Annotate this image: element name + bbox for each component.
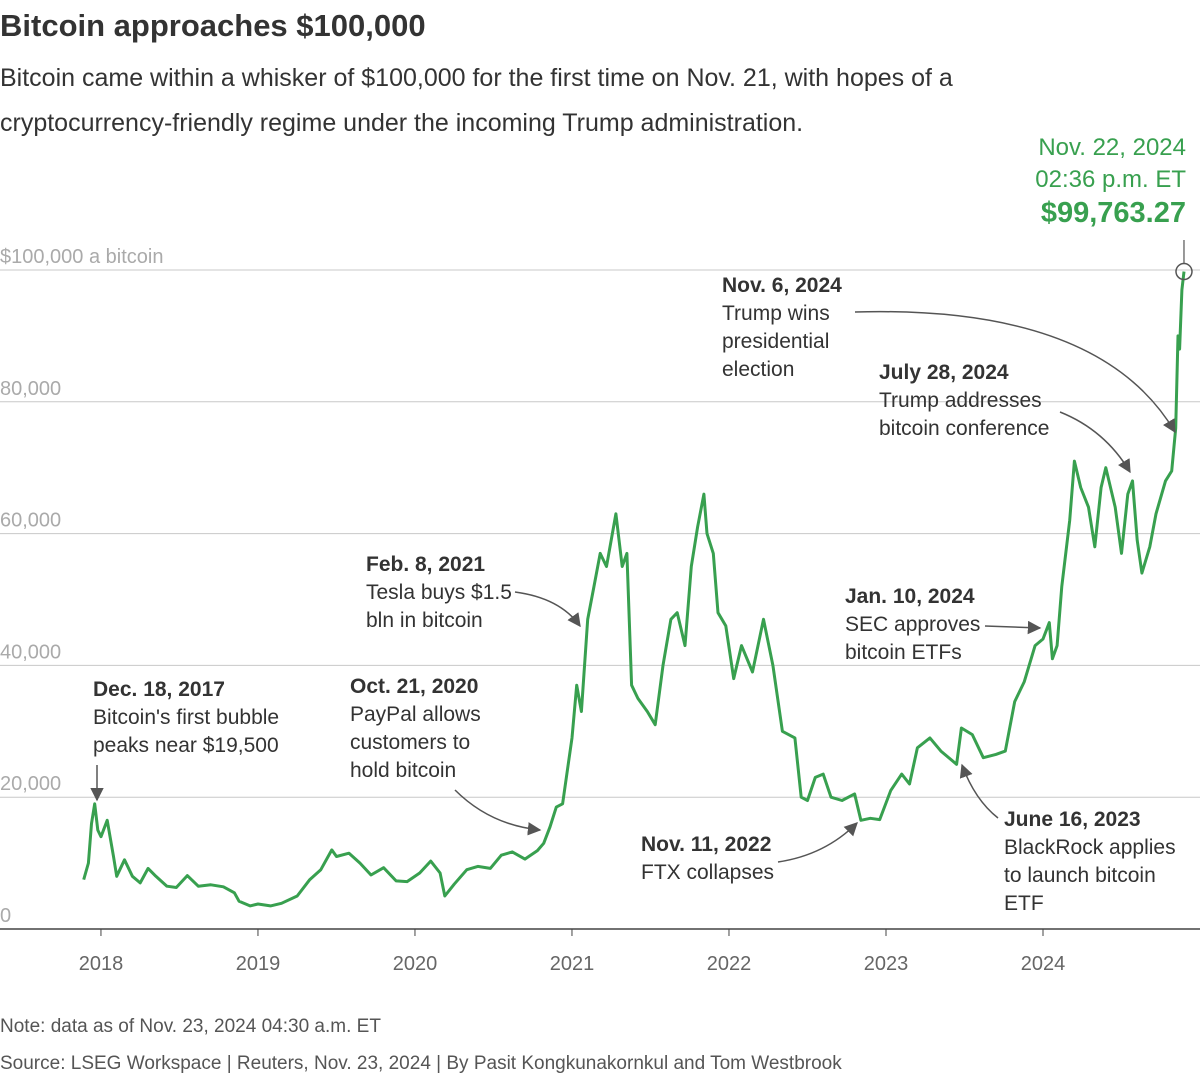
annotation-date: Oct. 21, 2020 [350,675,478,698]
x-tick-label: 2021 [550,953,595,975]
y-tick-label: $100,000 a bitcoin [0,246,163,268]
x-tick-label: 2019 [236,953,281,975]
annotation-date: Feb. 8, 2021 [366,553,485,576]
annotation-text: customers to [350,731,470,754]
annotation-date: Jan. 10, 2024 [845,585,975,608]
annotation-text: election [722,358,794,381]
annotation-text: hold bitcoin [350,759,456,782]
annotation-arrow [854,310,1176,434]
annotation-text: Trump addresses [879,389,1042,412]
annotation-text: ETF [1004,892,1044,915]
annotation-arrow [777,822,858,863]
x-tick-label: 2023 [864,953,909,975]
source: Source: LSEG Workspace | Reuters, Nov. 2… [0,1053,842,1074]
highlight-label: 02:36 p.m. ET [1035,166,1186,193]
annotation-text: Tesla buys $1.5 [366,581,512,604]
y-tick-label: 60,000 [0,510,61,532]
annotation-text: bitcoin conference [879,417,1049,440]
subtitle: Bitcoin came within a whisker of $100,00… [0,64,953,92]
chart-title: Bitcoin approaches $100,000 [0,8,426,43]
y-tick-label: 80,000 [0,378,61,400]
x-tick-label: 2022 [707,953,752,975]
annotation-text: presidential [722,330,829,353]
annotation-text: to launch bitcoin [1004,864,1156,887]
annotation-date: Dec. 18, 2017 [93,678,225,701]
annotation-text: Bitcoin's first bubble [93,706,279,729]
annotation-arrow [1059,411,1131,474]
annotation-arrow [959,763,999,819]
highlight-label: $99,763.27 [1041,197,1186,229]
y-tick-label: 0 [0,905,11,927]
annotation-text: peaks near $19,500 [93,734,279,757]
x-tick-label: 2018 [79,953,124,975]
annotation-arrow [984,620,1042,635]
annotation-arrow [454,789,542,836]
note: Note: data as of Nov. 23, 2024 04:30 a.m… [0,1016,381,1037]
subtitle: cryptocurrency-friendly regime under the… [0,109,803,137]
annotation-text: BlackRock applies [1004,836,1176,859]
x-tick-label: 2020 [393,953,438,975]
annotation-arrow [514,591,581,628]
annotation-text: SEC approves [845,613,980,636]
x-tick-label: 2024 [1021,953,1066,975]
annotation-text: FTX collapses [641,861,774,884]
annotation-text: bln in bitcoin [366,609,483,632]
annotation-text: PayPal allows [350,703,481,726]
annotation-date: June 16, 2023 [1004,808,1141,831]
y-tick-label: 20,000 [0,773,61,795]
y-tick-label: 40,000 [0,641,61,663]
annotation-date: Nov. 6, 2024 [722,274,842,297]
annotation-text: bitcoin ETFs [845,641,962,664]
highlight-label: Nov. 22, 2024 [1038,134,1186,161]
annotation-date: Nov. 11, 2022 [641,833,771,856]
annotation-text: Trump wins [722,302,830,325]
annotation-date: July 28, 2024 [879,361,1009,384]
price-line [82,271,1186,908]
highlight-point [1175,262,1193,281]
